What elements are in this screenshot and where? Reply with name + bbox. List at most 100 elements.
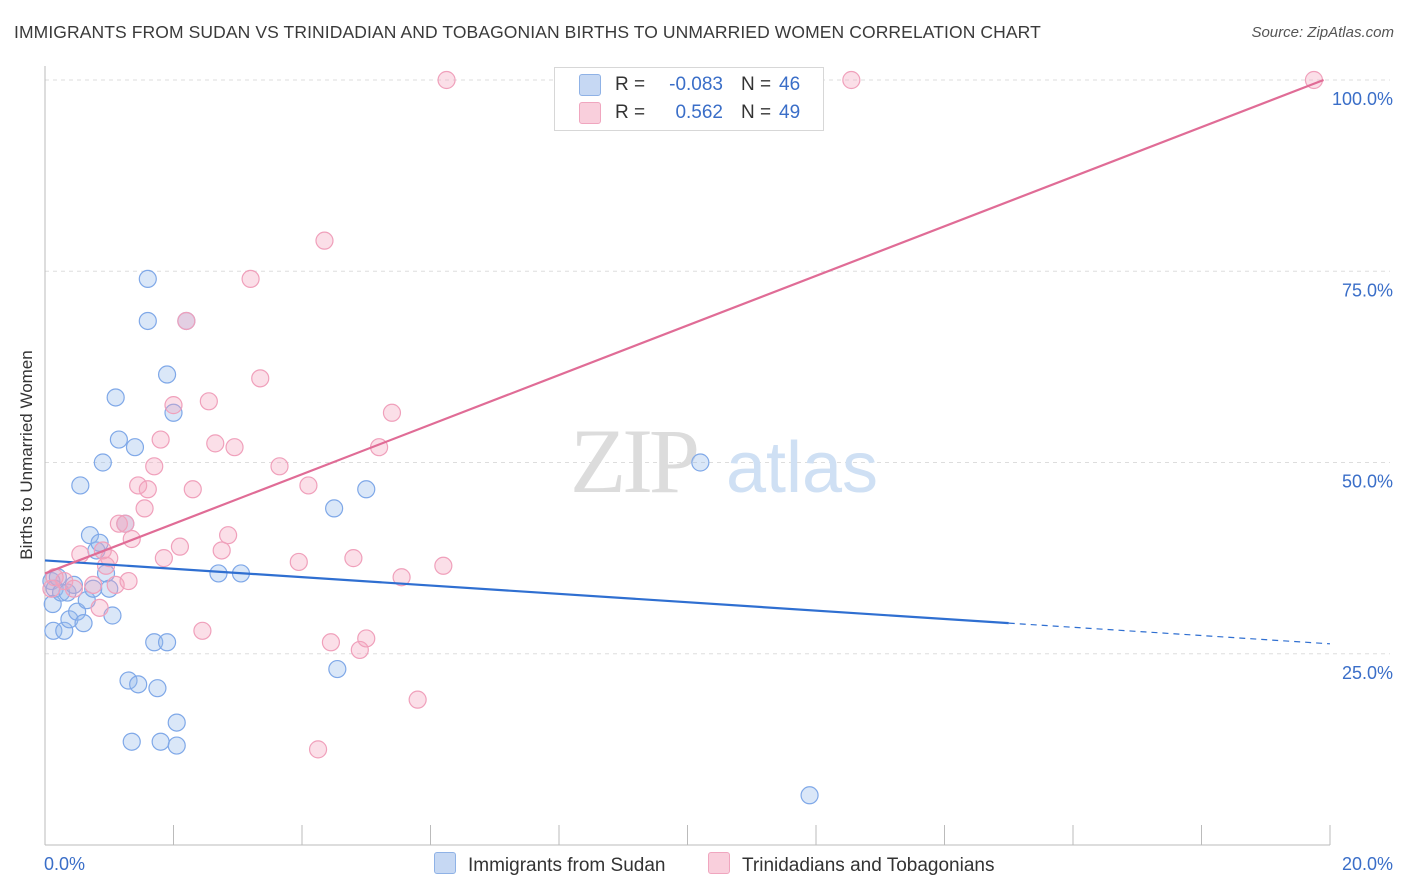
r-label: R = [615,74,646,96]
point-trinidad [138,480,157,499]
point-trinidad [382,403,402,422]
point-sudan [167,736,186,755]
y-axis-label: Births to Unmarried Women [17,350,36,559]
point-sudan [151,732,170,751]
point-trinidad [289,552,308,572]
legend-item-trinidad[interactable]: Trinidadians and Tobagonians [708,852,994,877]
point-sudan [209,564,228,583]
legend-swatch-trinidad [579,102,601,124]
point-trinidad [842,70,861,90]
point-sudan [129,675,148,694]
legend-swatch-sudan [434,852,456,874]
point-sudan [55,621,74,640]
legend-swatch-sudan [579,74,601,96]
point-trinidad [177,311,196,331]
point-trinidad [241,269,260,288]
n-label: N = [741,102,772,124]
grid-layer [45,79,1390,655]
y-tick-label: 75.0% [1342,280,1393,300]
y-tick-label: 50.0% [1342,472,1393,492]
point-sudan [74,614,93,633]
point-sudan [122,732,141,751]
point-trinidad [357,629,376,648]
point-trinidad [270,457,289,476]
point-trinidad [129,476,148,495]
n-value-trinidad: 49 [779,102,801,124]
points-layer [42,70,1324,805]
point-sudan [125,438,145,457]
point-trinidad [84,575,103,595]
point-trinidad [321,633,341,652]
point-sudan [145,633,164,652]
point-sudan [109,430,128,449]
watermark-zip: ZIP [570,410,697,512]
point-trinidad [164,396,183,415]
tick-label-layer: 25.0% 50.0% 75.0% 100.0% 0.0% 20.0% [44,89,1393,874]
x-tick-label-max: 20.0% [1342,854,1393,874]
point-sudan [84,579,103,598]
point-trinidad [183,480,202,499]
y-tick-label: 25.0% [1342,663,1393,683]
legend-row-sudan: R = -0.083 N = 46 [579,74,800,98]
chart-source: Source: ZipAtlas.com [1251,24,1394,41]
point-trinidad [344,549,363,568]
point-sudan [357,480,376,499]
point-trinidad [145,457,164,476]
r-value-trinidad: 0.562 [675,102,723,124]
point-sudan [93,453,112,472]
series-legend: Immigrants from Sudan Trinidadians and T… [0,852,1406,878]
point-sudan [106,388,125,407]
x-tick-label-min: 0.0% [44,854,85,874]
point-trinidad [251,369,270,388]
watermark: ZIP atlas [570,410,878,512]
point-trinidad [90,598,109,617]
point-sudan [800,786,819,805]
point-sudan [691,453,710,472]
point-sudan [157,365,177,384]
point-trinidad [55,571,74,591]
point-sudan [148,679,167,698]
point-trinidad [109,514,128,533]
point-trinidad [212,541,231,560]
watermark-atlas: atlas [726,428,878,508]
point-trinidad [154,549,173,568]
point-trinidad [434,556,453,575]
legend-label-trinidad: Trinidadians and Tobagonians [742,855,995,876]
point-trinidad [315,231,334,250]
trendline-sudan-extension [1008,622,1331,645]
y-tick-label: 100.0% [1332,89,1393,109]
point-trinidad [206,434,225,453]
point-trinidad [199,392,218,411]
point-trinidad [151,430,170,449]
point-trinidad [392,568,411,587]
r-label: R = [615,102,646,124]
point-sudan [157,633,177,652]
point-sudan [119,671,138,690]
point-sudan [44,621,63,640]
chart-title: IMMIGRANTS FROM SUDAN VS TRINIDADIAN AND… [14,22,1041,42]
trend-layer [44,78,1331,645]
point-trinidad [64,579,84,598]
r-value-sudan: -0.083 [669,74,723,96]
point-trinidad [308,740,328,759]
point-sudan [164,403,183,422]
point-sudan [64,575,84,595]
point-sudan [138,311,157,331]
point-trinidad [219,526,238,545]
n-value-sudan: 46 [779,74,801,96]
legend-label-sudan: Immigrants from Sudan [468,855,666,876]
axes-layer [44,66,1331,846]
point-sudan [138,269,157,288]
point-sudan [60,610,79,629]
trendline-sudan [44,559,1009,625]
legend-swatch-trinidad [708,852,730,874]
point-trinidad [299,476,318,495]
point-trinidad [170,537,190,556]
point-trinidad [135,499,154,518]
point-trinidad [408,690,427,709]
point-trinidad [119,571,138,591]
n-label: N = [741,74,772,96]
trendline-trinidad [44,78,1324,575]
legend-item-sudan[interactable]: Immigrants from Sudan [434,852,665,877]
